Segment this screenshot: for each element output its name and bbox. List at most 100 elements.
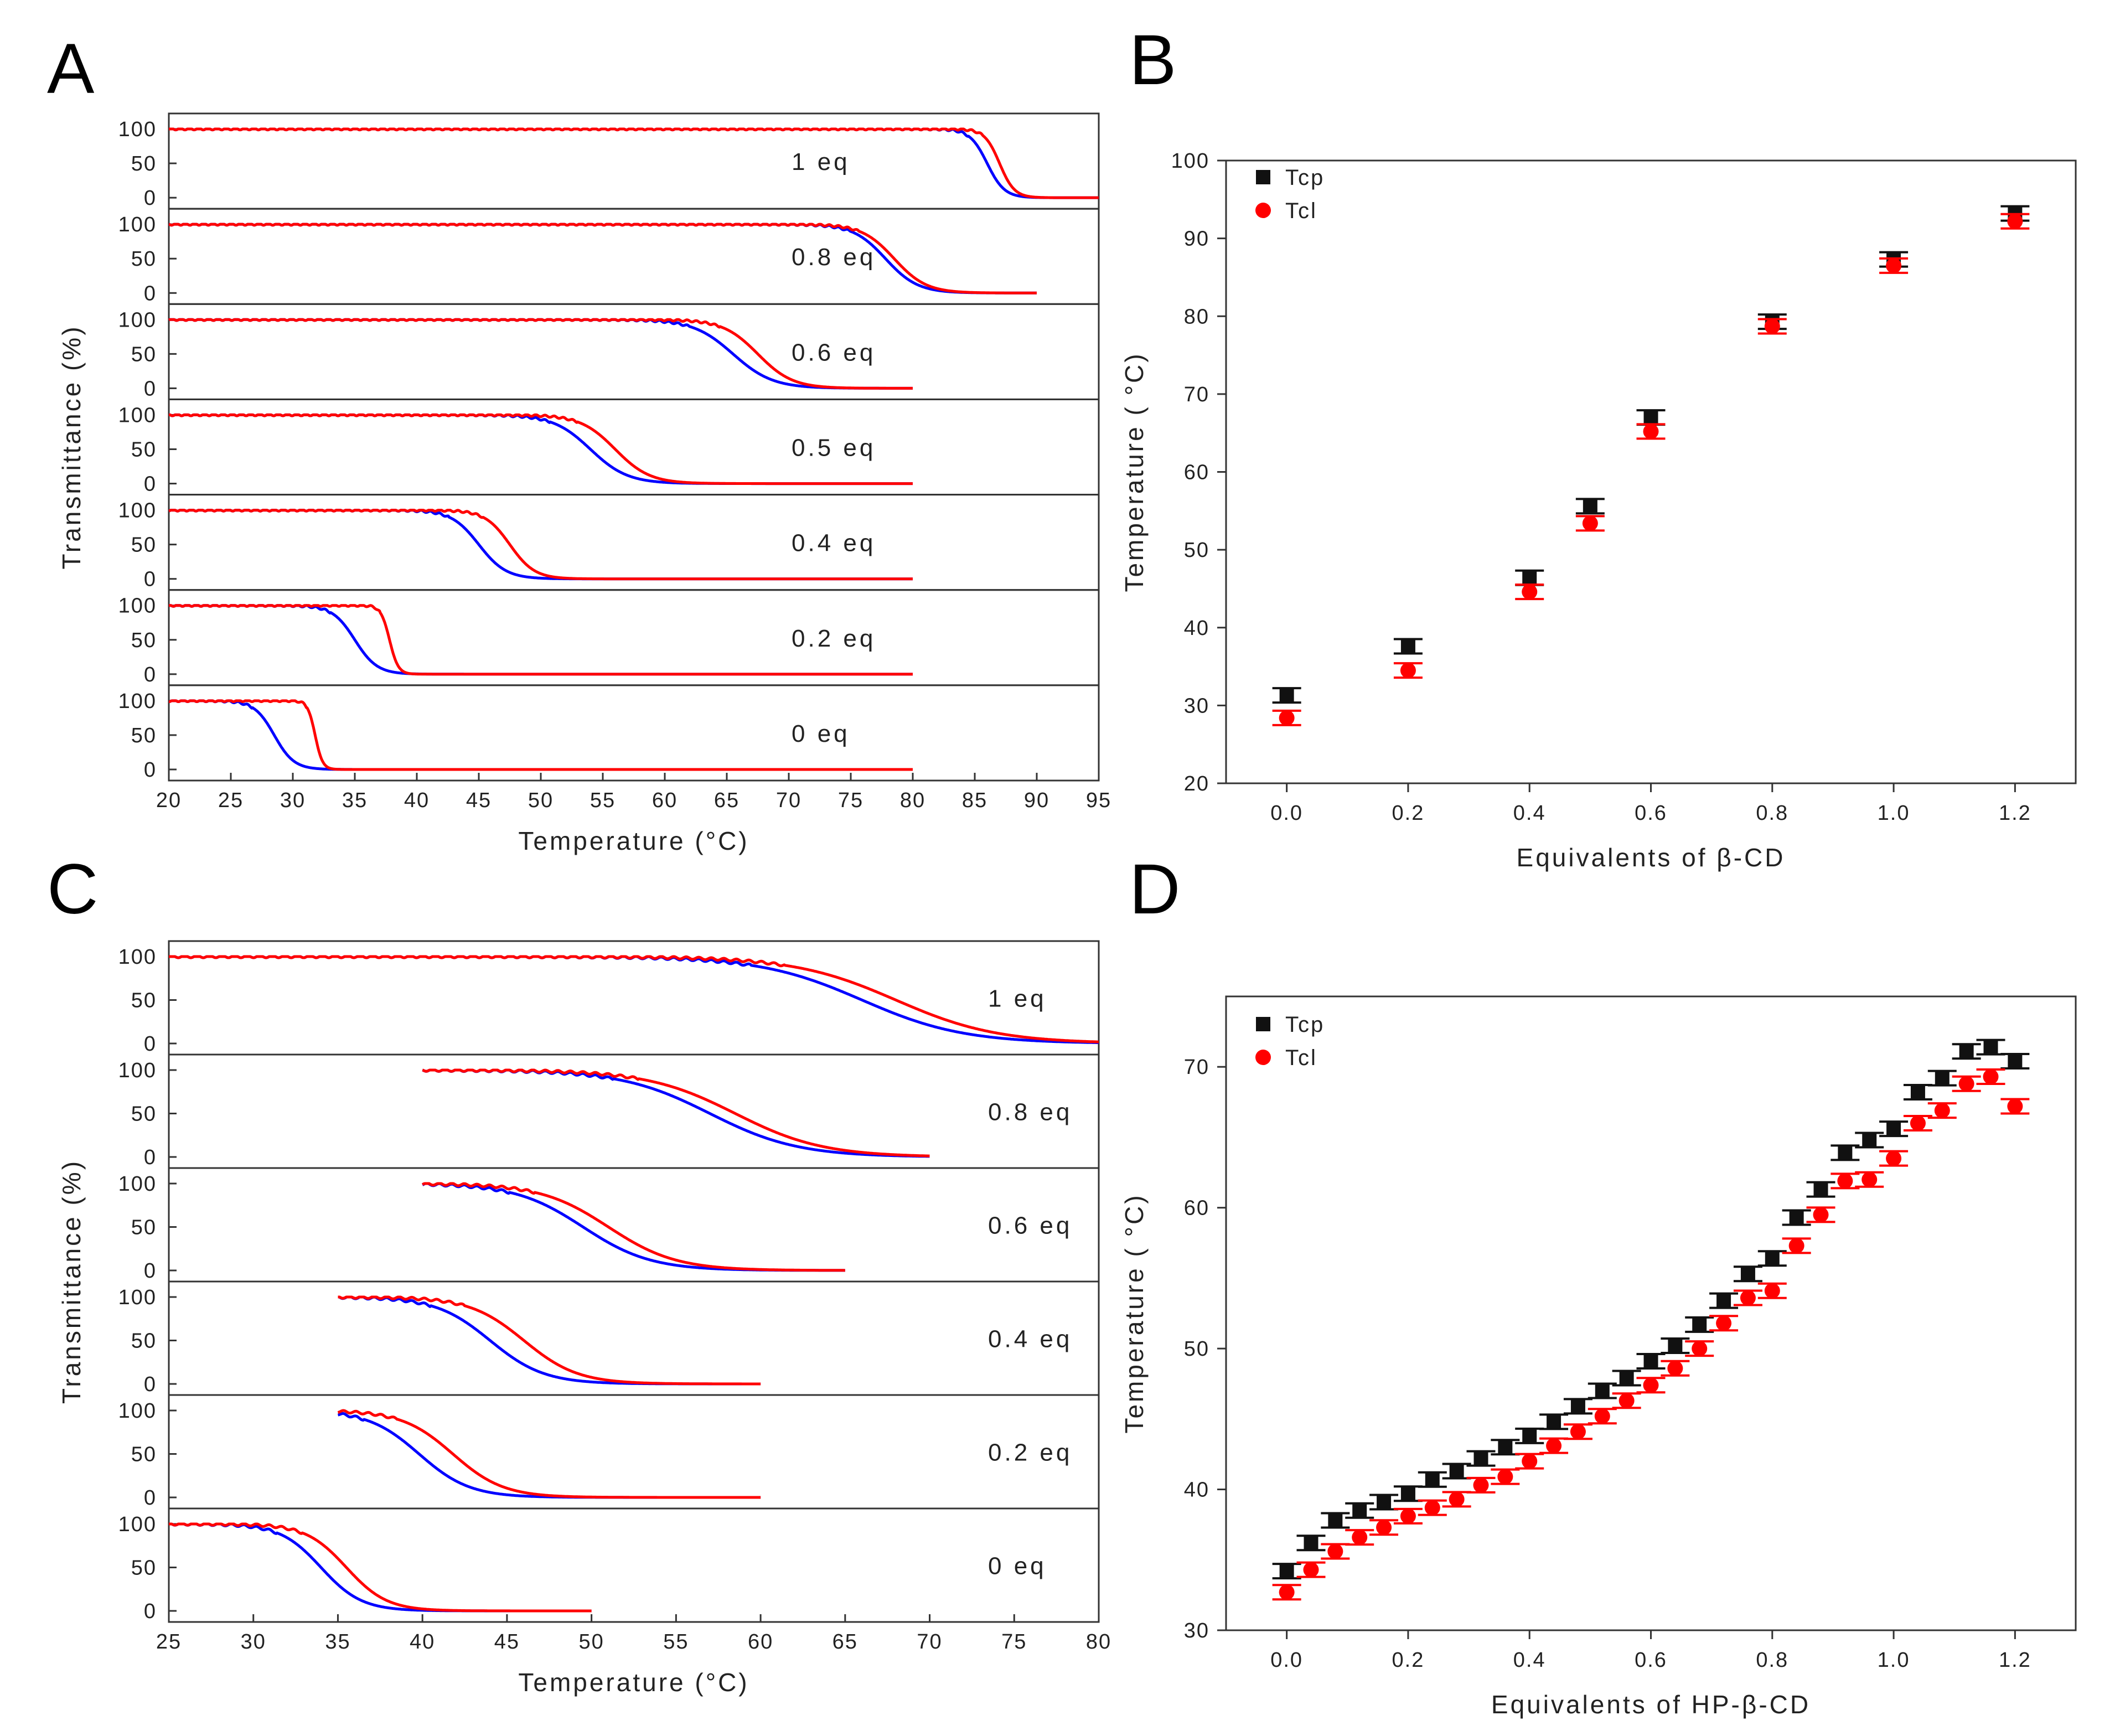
x-tick-label: 1.0 bbox=[1878, 1649, 1910, 1672]
y-tick-label: 50 bbox=[131, 629, 157, 652]
legend-tcl-swatch bbox=[1255, 1050, 1271, 1065]
x-tick-label: 20 bbox=[156, 789, 182, 812]
x-tick-label: 1.2 bbox=[1999, 802, 2031, 825]
y-tick-label: 0 bbox=[144, 187, 157, 210]
tcp-point bbox=[1935, 1071, 1950, 1086]
eq-label: 0.4 eq bbox=[792, 530, 876, 557]
y-tick-label: 100 bbox=[118, 308, 157, 332]
x-tick-label: 70 bbox=[776, 789, 802, 812]
tcl-point bbox=[1546, 1438, 1562, 1454]
legend-label-tcl: Tcl bbox=[1285, 199, 1317, 223]
tcl-point bbox=[1740, 1290, 1756, 1306]
y-tick-label: 0 bbox=[144, 1486, 157, 1510]
red-curve-0-6-eq bbox=[168, 318, 914, 390]
y-tick-label: 50 bbox=[131, 152, 157, 175]
tcp-point bbox=[1643, 1354, 1658, 1369]
tcp-point bbox=[1910, 1085, 1925, 1100]
y-tick-label: 50 bbox=[131, 247, 157, 271]
y-tick-label: 90 bbox=[1184, 228, 1209, 251]
x-tick-label: 80 bbox=[900, 789, 925, 812]
tcl-point bbox=[1813, 1207, 1829, 1223]
x-tick-label: 50 bbox=[528, 789, 554, 812]
y-tick-label: 0 bbox=[144, 1259, 157, 1283]
y-tick-label: 100 bbox=[118, 1172, 157, 1196]
y-axis-label: Transmittance (%) bbox=[57, 1159, 86, 1404]
tcl-point bbox=[1692, 1341, 1708, 1357]
y-tick-label: 70 bbox=[1184, 1056, 1209, 1079]
y-tick-label: 100 bbox=[118, 404, 157, 427]
red-curve-0-eq bbox=[168, 1522, 592, 1613]
x-axis-label: Equivalents of β-CD bbox=[1517, 843, 1786, 872]
x-tick-label: 45 bbox=[494, 1630, 520, 1654]
tcl-point bbox=[1643, 1377, 1659, 1393]
x-tick-label: 0.4 bbox=[1513, 802, 1546, 825]
y-tick-label: 100 bbox=[118, 690, 157, 713]
y-tick-label: 50 bbox=[131, 1557, 157, 1580]
tcp-point bbox=[1328, 1513, 1343, 1528]
tcl-point bbox=[1910, 1115, 1926, 1131]
tcl-point bbox=[1279, 710, 1295, 726]
red-curve-1-eq bbox=[168, 127, 1100, 199]
x-tick-label: 80 bbox=[1086, 1630, 1111, 1654]
tcl-point bbox=[1862, 1171, 1878, 1187]
tcp-point bbox=[1449, 1464, 1464, 1479]
eq-label: 0.2 eq bbox=[988, 1439, 1072, 1466]
y-tick-label: 50 bbox=[131, 1216, 157, 1239]
tcp-point bbox=[1583, 499, 1597, 514]
tcp-point bbox=[1813, 1182, 1828, 1197]
y-tick-label: 70 bbox=[1184, 383, 1209, 406]
tcl-point bbox=[1716, 1315, 1732, 1331]
y-tick-label: 30 bbox=[1184, 1619, 1209, 1642]
eq-label: 1 eq bbox=[988, 985, 1047, 1012]
tcp-point bbox=[1838, 1145, 1853, 1160]
y-tick-label: 40 bbox=[1184, 1479, 1209, 1502]
x-tick-label: 30 bbox=[241, 1630, 266, 1654]
y-tick-label: 0 bbox=[144, 663, 157, 686]
red-curve-0-5-eq bbox=[168, 413, 914, 485]
y-tick-label: 100 bbox=[118, 1513, 157, 1536]
red-curve-0-4-eq bbox=[337, 1295, 762, 1386]
red-curve-0-6-eq bbox=[422, 1182, 846, 1272]
x-axis-label: Temperature (°C) bbox=[518, 826, 749, 855]
y-tick-label: 50 bbox=[1184, 1337, 1209, 1361]
y-tick-label: 100 bbox=[118, 1059, 157, 1082]
tcl-point bbox=[1352, 1530, 1368, 1546]
y-tick-label: 50 bbox=[131, 1443, 157, 1466]
legend-label-tcp: Tcp bbox=[1285, 1012, 1325, 1037]
x-tick-label: 0.2 bbox=[1392, 1649, 1425, 1672]
tcp-point bbox=[1570, 1399, 1585, 1414]
chart-a-transmittance-beta-cd: 0 50 100 1 eq 0 50 100 0.8 eq 0 50 100 0.6 eq 0 50 100… bbox=[57, 112, 1111, 855]
x-tick-label: 95 bbox=[1086, 789, 1111, 812]
tcl-point bbox=[1934, 1103, 1950, 1119]
y-tick-label: 0 bbox=[144, 758, 157, 782]
tcp-point bbox=[1765, 1251, 1780, 1266]
tcp-point bbox=[1886, 1122, 1901, 1136]
x-tick-label: 65 bbox=[833, 1630, 858, 1654]
tcp-point bbox=[1692, 1317, 1707, 1332]
x-tick-label: 0.4 bbox=[1513, 1649, 1546, 1672]
tcp-point bbox=[1522, 1428, 1537, 1443]
red-curve-0-4-eq bbox=[168, 509, 914, 581]
tcp-point bbox=[1959, 1044, 1974, 1059]
x-tick-label: 25 bbox=[156, 1630, 182, 1654]
y-tick-label: 100 bbox=[118, 1286, 157, 1309]
eq-label: 0.5 eq bbox=[792, 435, 876, 462]
tcl-point bbox=[1497, 1469, 1513, 1485]
tcl-point bbox=[1764, 1283, 1780, 1299]
y-axis-label: Transmittance (%) bbox=[57, 324, 86, 569]
tcp-point bbox=[1619, 1371, 1634, 1386]
x-tick-label: 40 bbox=[404, 789, 430, 812]
chart-b-temperature-vs-beta-cd: 0.0 0.2 0.4 0.6 0.8 1.0 1.2 20 30 40 50 60 70 80 90 100… bbox=[1120, 149, 2077, 872]
y-tick-label: 50 bbox=[131, 1103, 157, 1126]
eq-label: 0.8 eq bbox=[792, 244, 876, 271]
panel-letter-d: D bbox=[1129, 850, 1180, 929]
tcl-point bbox=[1279, 1584, 1295, 1600]
tcl-point bbox=[1570, 1424, 1586, 1440]
tcl-point bbox=[1837, 1173, 1853, 1189]
panel-letter-c: C bbox=[47, 850, 98, 929]
red-curve-1-eq bbox=[168, 955, 1099, 1043]
x-tick-label: 85 bbox=[962, 789, 987, 812]
tcl-point bbox=[2007, 213, 2023, 229]
tcl-point bbox=[1594, 1408, 1610, 1424]
y-tick-label: 50 bbox=[131, 724, 157, 747]
